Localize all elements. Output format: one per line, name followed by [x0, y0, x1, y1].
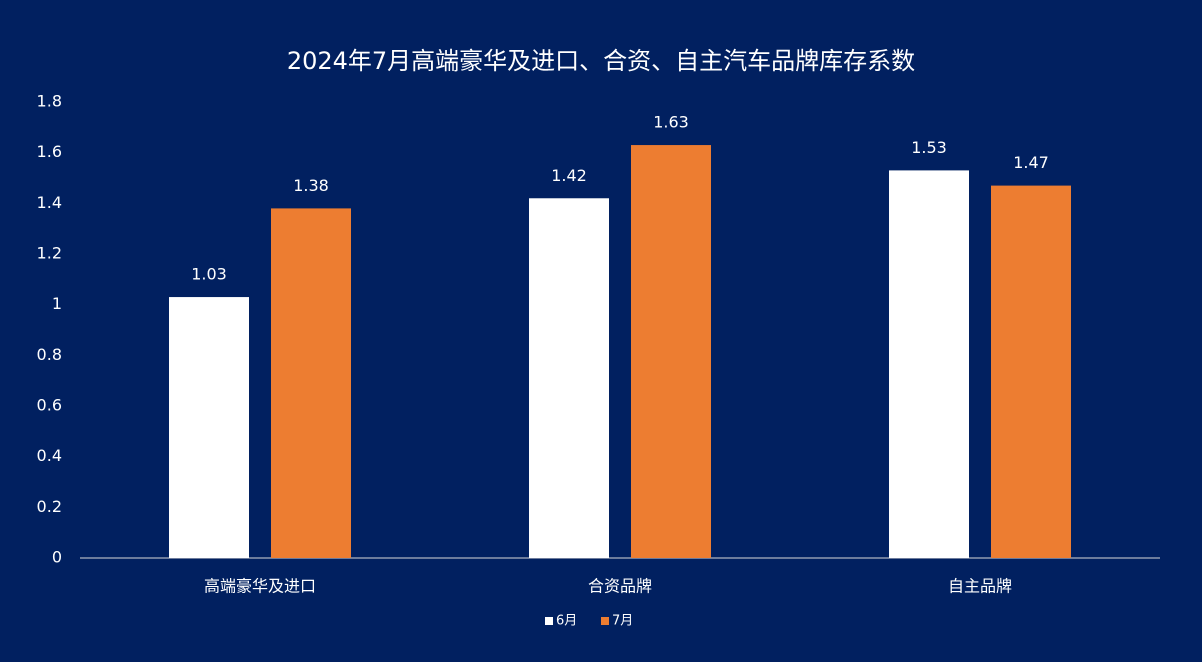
- value-label: 1.38: [293, 176, 329, 195]
- bar: [529, 198, 609, 558]
- bar: [991, 185, 1071, 558]
- chart-title: 2024年7月高端豪华及进口、合资、自主汽车品牌库存系数: [287, 47, 915, 75]
- legend-label: 7月: [612, 614, 633, 629]
- x-tick-label: 合资品牌: [588, 577, 652, 596]
- legend-label: 6月: [556, 614, 577, 629]
- y-tick-label: 1.8: [37, 92, 62, 111]
- y-tick-label: 0.6: [37, 396, 62, 415]
- x-tick-label: 自主品牌: [948, 577, 1012, 596]
- legend-swatch: [601, 617, 609, 625]
- value-label: 1.03: [191, 265, 227, 284]
- value-label: 1.42: [551, 166, 587, 185]
- bar: [889, 170, 969, 558]
- legend-swatch: [545, 617, 553, 625]
- y-tick-label: 0: [52, 548, 62, 567]
- value-label: 1.53: [911, 138, 947, 157]
- y-tick-label: 1: [52, 294, 62, 313]
- bar: [169, 297, 249, 558]
- bar: [271, 208, 351, 558]
- y-tick-label: 0.4: [37, 446, 62, 465]
- value-label: 1.63: [653, 113, 689, 132]
- y-tick-label: 0.2: [37, 497, 62, 516]
- bar: [631, 145, 711, 559]
- x-tick-label: 高端豪华及进口: [204, 577, 316, 596]
- y-tick-label: 0.8: [37, 345, 62, 364]
- y-tick-label: 1.2: [37, 244, 62, 263]
- value-label: 1.47: [1013, 153, 1049, 172]
- y-tick-label: 1.4: [37, 193, 62, 212]
- y-tick-label: 1.6: [37, 142, 62, 161]
